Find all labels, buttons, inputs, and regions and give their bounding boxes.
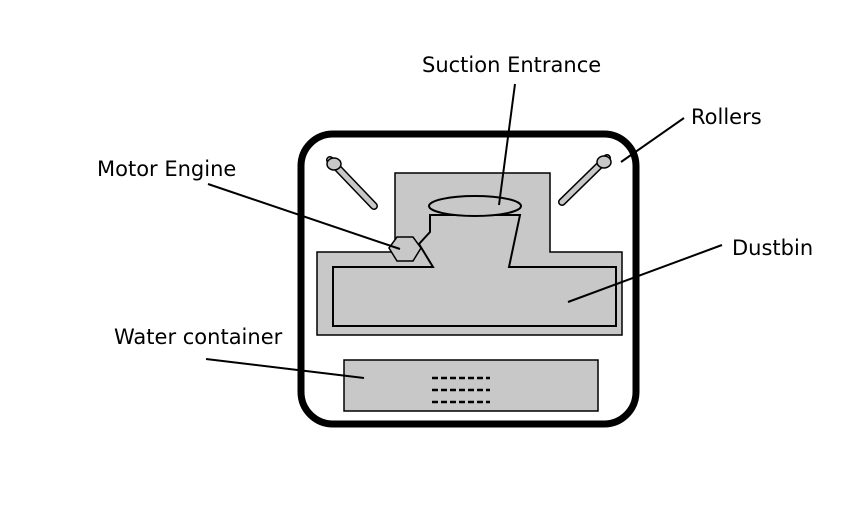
leader-water-container	[205, 358, 365, 379]
leader-motor-engine	[207, 183, 401, 250]
dustbin-compartment	[332, 214, 617, 327]
suction-entrance	[428, 195, 522, 217]
leader-rollers	[620, 117, 685, 163]
label-dustbin: Dustbin	[732, 236, 813, 260]
motor-engine-hexagon	[388, 236, 422, 262]
label-motor-engine: Motor Engine	[97, 157, 236, 181]
water-container-vents	[432, 376, 490, 404]
label-suction-entrance: Suction Entrance	[422, 53, 601, 77]
right-roller	[558, 154, 612, 206]
label-water-container: Water container	[114, 325, 283, 349]
leader-suction-entrance	[498, 83, 516, 206]
water-container-box	[343, 359, 599, 412]
label-rollers: Rollers	[691, 105, 762, 129]
leader-dustbin	[567, 244, 723, 303]
left-roller	[326, 156, 378, 210]
